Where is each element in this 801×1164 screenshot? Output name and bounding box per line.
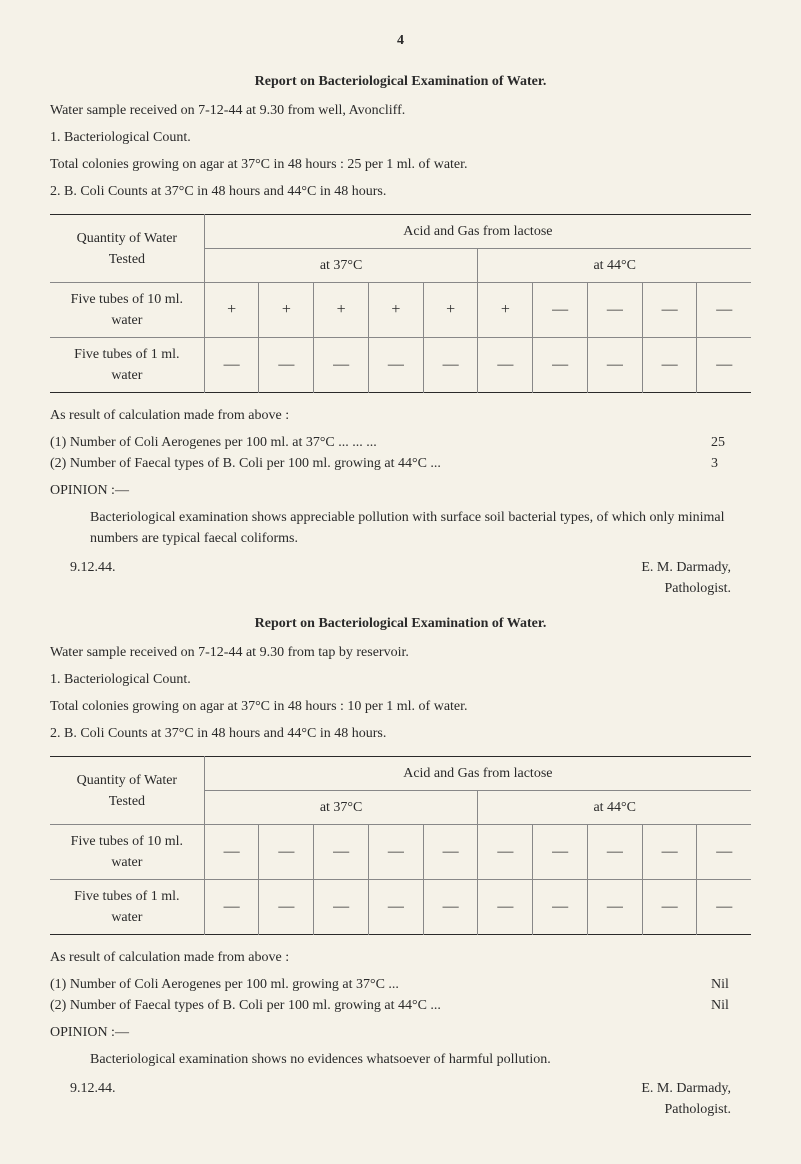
table1-r1-c8: —	[642, 283, 697, 338]
calc2-line1: (1) Number of Coli Aerogenes per 100 ml.…	[50, 974, 711, 995]
table2-r2-c1: —	[259, 880, 314, 935]
table2-qty-header: Quantity of Water Tested	[50, 757, 204, 825]
calc2-opinion-label: OPINION :—	[50, 1022, 751, 1043]
table2-acid-header: Acid and Gas from lactose	[204, 757, 751, 791]
table1-r1-c7: —	[587, 283, 642, 338]
table2: Quantity of Water Tested Acid and Gas fr…	[50, 756, 751, 935]
table2-r1-c4: —	[423, 825, 478, 880]
table1-r2-c1: —	[259, 338, 314, 393]
report1-intro: Water sample received on 7-12-44 at 9.30…	[50, 100, 751, 121]
table1-r2-c9: —	[697, 338, 751, 393]
table2-r1-c3: —	[368, 825, 423, 880]
report2-count-heading: 1. Bacteriological Count.	[50, 669, 751, 690]
table1-r2-c7: —	[587, 338, 642, 393]
table2-r1-c8: —	[642, 825, 697, 880]
calc2-line2: (2) Number of Faecal types of B. Coli pe…	[50, 995, 711, 1016]
calc2-sig-name: E. M. Darmady,	[641, 1081, 731, 1096]
table1-r2-c4: —	[423, 338, 478, 393]
calc2-sig-date: 9.12.44.	[70, 1078, 116, 1120]
calc2-val2: Nil	[711, 995, 751, 1016]
calc1-val1: 25	[711, 432, 751, 453]
table1-row1-label: Five tubes of 10 ml. water	[50, 283, 204, 338]
calc1-opinion-text: Bacteriological examination shows apprec…	[90, 507, 751, 549]
calc1-sig-title: Pathologist.	[664, 581, 731, 596]
table2-at37: at 37°C	[204, 791, 478, 825]
page-number: 4	[50, 30, 751, 51]
table2-at44: at 44°C	[478, 791, 751, 825]
report1-coli-heading: 2. B. Coli Counts at 37°C in 48 hours an…	[50, 181, 751, 202]
table2-r2-c4: —	[423, 880, 478, 935]
table1-r1-c9: —	[697, 283, 751, 338]
table1-r1-c5: +	[478, 283, 533, 338]
report2-intro: Water sample received on 7-12-44 at 9.30…	[50, 642, 751, 663]
calc2-opinion-text: Bacteriological examination shows no evi…	[90, 1049, 751, 1070]
table2-r1-c5: —	[478, 825, 533, 880]
calc2-sig-title: Pathologist.	[664, 1102, 731, 1117]
table1-r1-c6: —	[533, 283, 588, 338]
table1-r1-c1: +	[259, 283, 314, 338]
calc2-intro: As result of calculation made from above…	[50, 947, 751, 968]
report1-title: Report on Bacteriological Examination of…	[50, 71, 751, 92]
table1-r2-c6: —	[533, 338, 588, 393]
table2-r2-c9: —	[697, 880, 751, 935]
table1-r2-c5: —	[478, 338, 533, 393]
table1-row2-label: Five tubes of 1 ml. water	[50, 338, 204, 393]
table1-r1-c4: +	[423, 283, 478, 338]
table2-r2-c6: —	[533, 880, 588, 935]
calc1-line2: (2) Number of Faecal types of B. Coli pe…	[50, 453, 711, 474]
report1-count-heading: 1. Bacteriological Count.	[50, 127, 751, 148]
table2-r1-c2: —	[314, 825, 369, 880]
table1-r2-c8: —	[642, 338, 697, 393]
table1-r2-c3: —	[368, 338, 423, 393]
calc1-val2: 3	[711, 453, 751, 474]
table2-r2-c0: —	[204, 880, 259, 935]
table2-row1-label: Five tubes of 10 ml. water	[50, 825, 204, 880]
table2-r2-c7: —	[587, 880, 642, 935]
table1-r1-c3: +	[368, 283, 423, 338]
table2-r1-c0: —	[204, 825, 259, 880]
table2-r1-c9: —	[697, 825, 751, 880]
report2-count-text: Total colonies growing on agar at 37°C i…	[50, 696, 751, 717]
calc2-val1: Nil	[711, 974, 751, 995]
table1-r2-c0: —	[204, 338, 259, 393]
table2-r2-c5: —	[478, 880, 533, 935]
table1-acid-header: Acid and Gas from lactose	[204, 215, 751, 249]
table1: Quantity of Water Tested Acid and Gas fr…	[50, 214, 751, 393]
table2-r2-c3: —	[368, 880, 423, 935]
report2-coli-heading: 2. B. Coli Counts at 37°C in 48 hours an…	[50, 723, 751, 744]
table1-r1-c0: +	[204, 283, 259, 338]
table1-r1-c2: +	[314, 283, 369, 338]
table2-r2-c2: —	[314, 880, 369, 935]
report2-title: Report on Bacteriological Examination of…	[50, 613, 751, 634]
table1-at37: at 37°C	[204, 249, 478, 283]
table2-r1-c7: —	[587, 825, 642, 880]
table2-r1-c6: —	[533, 825, 588, 880]
table2-r2-c8: —	[642, 880, 697, 935]
table1-at44: at 44°C	[478, 249, 751, 283]
table1-r2-c2: —	[314, 338, 369, 393]
calc1-sig-date: 9.12.44.	[70, 557, 116, 599]
table2-r1-c1: —	[259, 825, 314, 880]
table1-qty-header: Quantity of Water Tested	[50, 215, 204, 283]
calc1-line1: (1) Number of Coli Aerogenes per 100 ml.…	[50, 432, 711, 453]
calc1-sig-name: E. M. Darmady,	[641, 560, 731, 575]
calc1-opinion-label: OPINION :—	[50, 480, 751, 501]
calc1-intro: As result of calculation made from above…	[50, 405, 751, 426]
table2-row2-label: Five tubes of 1 ml. water	[50, 880, 204, 935]
report1-count-text: Total colonies growing on agar at 37°C i…	[50, 154, 751, 175]
